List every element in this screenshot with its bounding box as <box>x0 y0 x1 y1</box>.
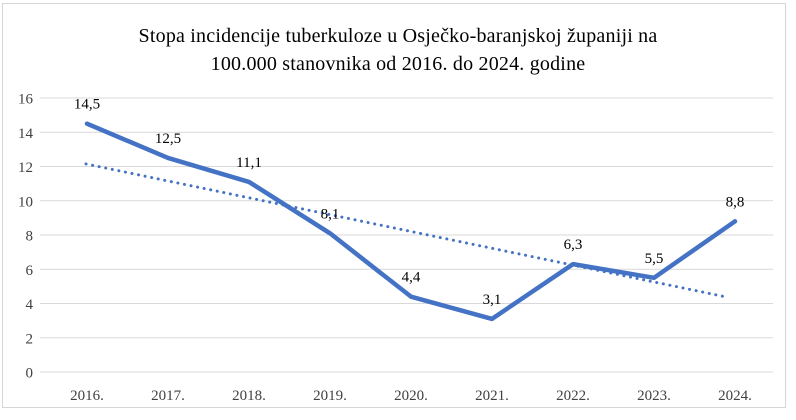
incidence-rate-line <box>84 121 738 322</box>
x-axis-tick-label: 2020. <box>394 388 428 404</box>
chart-title-line-2: 100.000 stanovnika od 2016. do 2024. god… <box>210 53 586 75</box>
data-point-label: 5,5 <box>645 251 664 267</box>
y-axis-tick-label: 8 <box>26 229 34 245</box>
x-axis-tick-label: 2019. <box>313 388 347 404</box>
x-axis-tick-label: 2018. <box>232 388 266 404</box>
y-axis-tick-label: 12 <box>18 160 33 176</box>
data-point-label: 3,1 <box>483 292 502 308</box>
x-axis-tick-label: 2023. <box>637 388 671 404</box>
data-point-label: 8,1 <box>321 206 340 222</box>
x-axis-tick-label: 2024. <box>718 388 752 404</box>
data-point-label: 14,5 <box>74 97 100 113</box>
y-axis-tick-label: 14 <box>18 126 34 142</box>
y-axis-tick-label: 10 <box>18 194 33 210</box>
y-axis-tick-label: 0 <box>26 366 34 382</box>
y-axis-tick-label: 2 <box>26 331 34 347</box>
x-axis-tick-label: 2017. <box>151 388 185 404</box>
data-point-label: 6,3 <box>564 237 583 253</box>
y-axis-tick-label: 4 <box>26 297 34 313</box>
x-axis-tick-label: 2016. <box>70 388 104 404</box>
linear-trendline <box>84 162 730 299</box>
data-point-label: 8,8 <box>726 194 745 210</box>
data-point-label: 12,5 <box>155 131 181 147</box>
y-axis-tick-label: 6 <box>26 263 34 279</box>
data-point-label: 11,1 <box>236 155 262 171</box>
chart-title-line-1: Stopa incidencije tuberkuloze u Osječko-… <box>138 25 658 47</box>
x-axis-tick-label: 2022. <box>556 388 590 404</box>
x-axis-tick-label: 2021. <box>475 388 509 404</box>
y-axis-tick-label: 16 <box>18 92 34 108</box>
chart-title: Stopa incidencije tuberkuloze u Osječko-… <box>0 22 796 78</box>
data-point-label: 4,4 <box>402 270 421 286</box>
